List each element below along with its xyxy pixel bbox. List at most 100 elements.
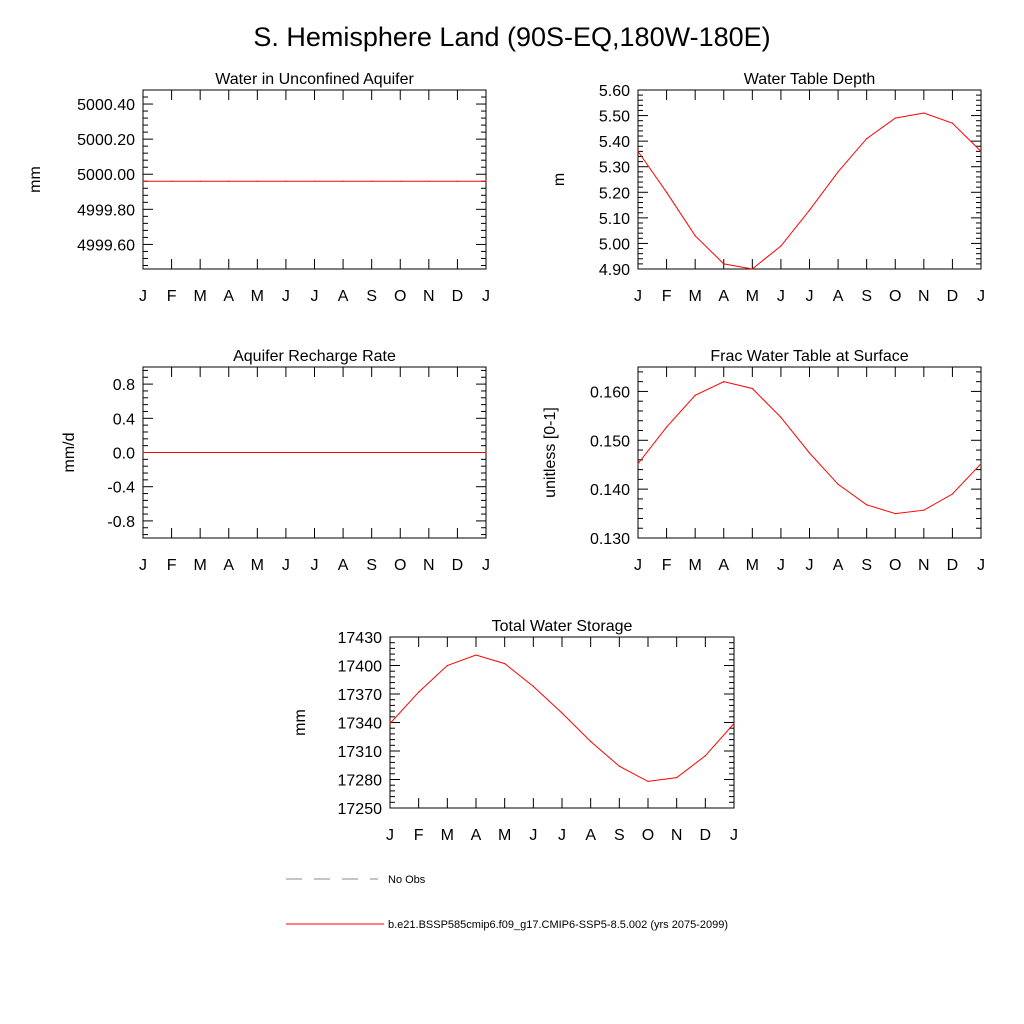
y-tick-label: 4.90	[599, 262, 630, 279]
y-tick-label: -0.4	[107, 480, 135, 497]
x-tick-label: O	[394, 288, 406, 305]
x-tick-label: A	[223, 288, 234, 305]
x-tick-label: M	[498, 827, 511, 844]
data-point	[428, 180, 430, 182]
x-tick-label: N	[423, 288, 435, 305]
x-tick-label: S	[366, 288, 377, 305]
y-tick-label: 5000.00	[77, 167, 135, 184]
y-tick-label: 17430	[338, 630, 383, 647]
chart-title: Water Table Depth	[744, 71, 876, 88]
legend-label-model: b.e21.BSSP585cmip6.f09_g17.CMIP6-SSP5-8.…	[388, 919, 728, 931]
data-point	[751, 387, 753, 390]
data-point	[894, 117, 896, 119]
x-tick-label: D	[947, 288, 959, 305]
x-tick-label: F	[662, 557, 672, 574]
y-axis-label: unitless [0-1]	[542, 407, 559, 498]
y-tick-label: 5000.40	[77, 97, 135, 114]
y-tick-label: 0.140	[590, 482, 630, 499]
data-point	[389, 722, 391, 725]
x-tick-label: J	[634, 288, 642, 305]
y-tick-label: 17250	[338, 801, 383, 818]
data-point	[590, 740, 592, 743]
x-tick-label: D	[452, 557, 464, 574]
x-tick-label: J	[977, 557, 985, 574]
plot-frame	[637, 89, 982, 270]
x-tick-label: N	[918, 557, 930, 574]
x-tick-label: J	[282, 557, 290, 574]
data-point	[418, 691, 420, 693]
x-tick-label: J	[482, 557, 490, 574]
x-tick-label: S	[366, 557, 377, 574]
x-tick-label: A	[338, 288, 349, 305]
x-tick-label: M	[746, 557, 759, 574]
x-tick-label: A	[718, 557, 729, 574]
x-tick-label: J	[806, 288, 814, 305]
x-tick-label: A	[833, 288, 844, 305]
data-point	[723, 263, 725, 265]
x-tick-label: F	[167, 557, 177, 574]
data-point	[647, 780, 649, 783]
y-tick-label: 17340	[338, 716, 383, 733]
x-tick-label: A	[338, 557, 349, 574]
x-tick-label: J	[311, 557, 319, 574]
y-tick-label: 5.20	[599, 185, 630, 202]
data-point	[894, 512, 896, 515]
y-tick-label: 0.0	[113, 446, 135, 463]
y-tick-label: 0.130	[590, 531, 630, 548]
data-point	[923, 112, 925, 114]
data-point	[456, 451, 459, 454]
plot-frame	[389, 636, 735, 809]
data-point	[170, 451, 173, 454]
x-tick-label: O	[889, 557, 901, 574]
x-tick-label: A	[223, 557, 234, 574]
data-point	[485, 451, 487, 454]
x-tick-label: M	[194, 288, 207, 305]
x-tick-label: J	[730, 827, 738, 844]
data-point	[428, 451, 430, 454]
data-point	[399, 180, 401, 182]
x-tick-label: N	[671, 827, 683, 844]
data-point	[665, 426, 668, 428]
data-point	[399, 451, 401, 454]
data-point	[228, 180, 230, 182]
y-tick-label: 5.50	[599, 109, 630, 126]
data-point	[170, 180, 173, 182]
x-tick-label: M	[251, 288, 264, 305]
data-point	[371, 180, 373, 182]
data-point	[866, 504, 868, 506]
data-point	[285, 180, 287, 182]
legend-label-no-obs: No Obs	[388, 874, 426, 886]
data-point	[676, 777, 678, 779]
y-tick-label: 5.10	[599, 211, 630, 228]
y-tick-label: 5.00	[599, 236, 630, 253]
x-tick-label: O	[889, 288, 901, 305]
data-point	[199, 451, 201, 454]
x-tick-label: J	[634, 557, 642, 574]
figure-title: S. Hemisphere Land (90S-EQ,180W-180E)	[253, 22, 771, 52]
x-tick-label: M	[689, 557, 702, 574]
data-point	[561, 712, 563, 714]
data-point	[751, 268, 753, 270]
x-tick-label: J	[386, 827, 394, 844]
y-tick-label: 4999.60	[77, 237, 135, 254]
x-tick-label: A	[718, 288, 729, 305]
y-tick-label: 4999.80	[77, 202, 135, 219]
data-point	[780, 245, 782, 247]
series-line	[637, 112, 982, 270]
data-point	[475, 654, 477, 656]
y-tick-label: 17280	[338, 773, 383, 790]
x-tick-label: J	[311, 288, 319, 305]
data-point	[313, 451, 316, 454]
data-point	[780, 416, 782, 418]
x-tick-label: J	[529, 827, 537, 844]
y-tick-label: -0.8	[107, 514, 135, 531]
data-point	[342, 451, 344, 454]
x-tick-label: J	[777, 288, 785, 305]
data-point	[313, 180, 316, 182]
data-point	[446, 664, 448, 667]
y-axis-label: mm	[292, 709, 309, 736]
x-tick-label: S	[861, 288, 872, 305]
data-point	[704, 755, 706, 757]
